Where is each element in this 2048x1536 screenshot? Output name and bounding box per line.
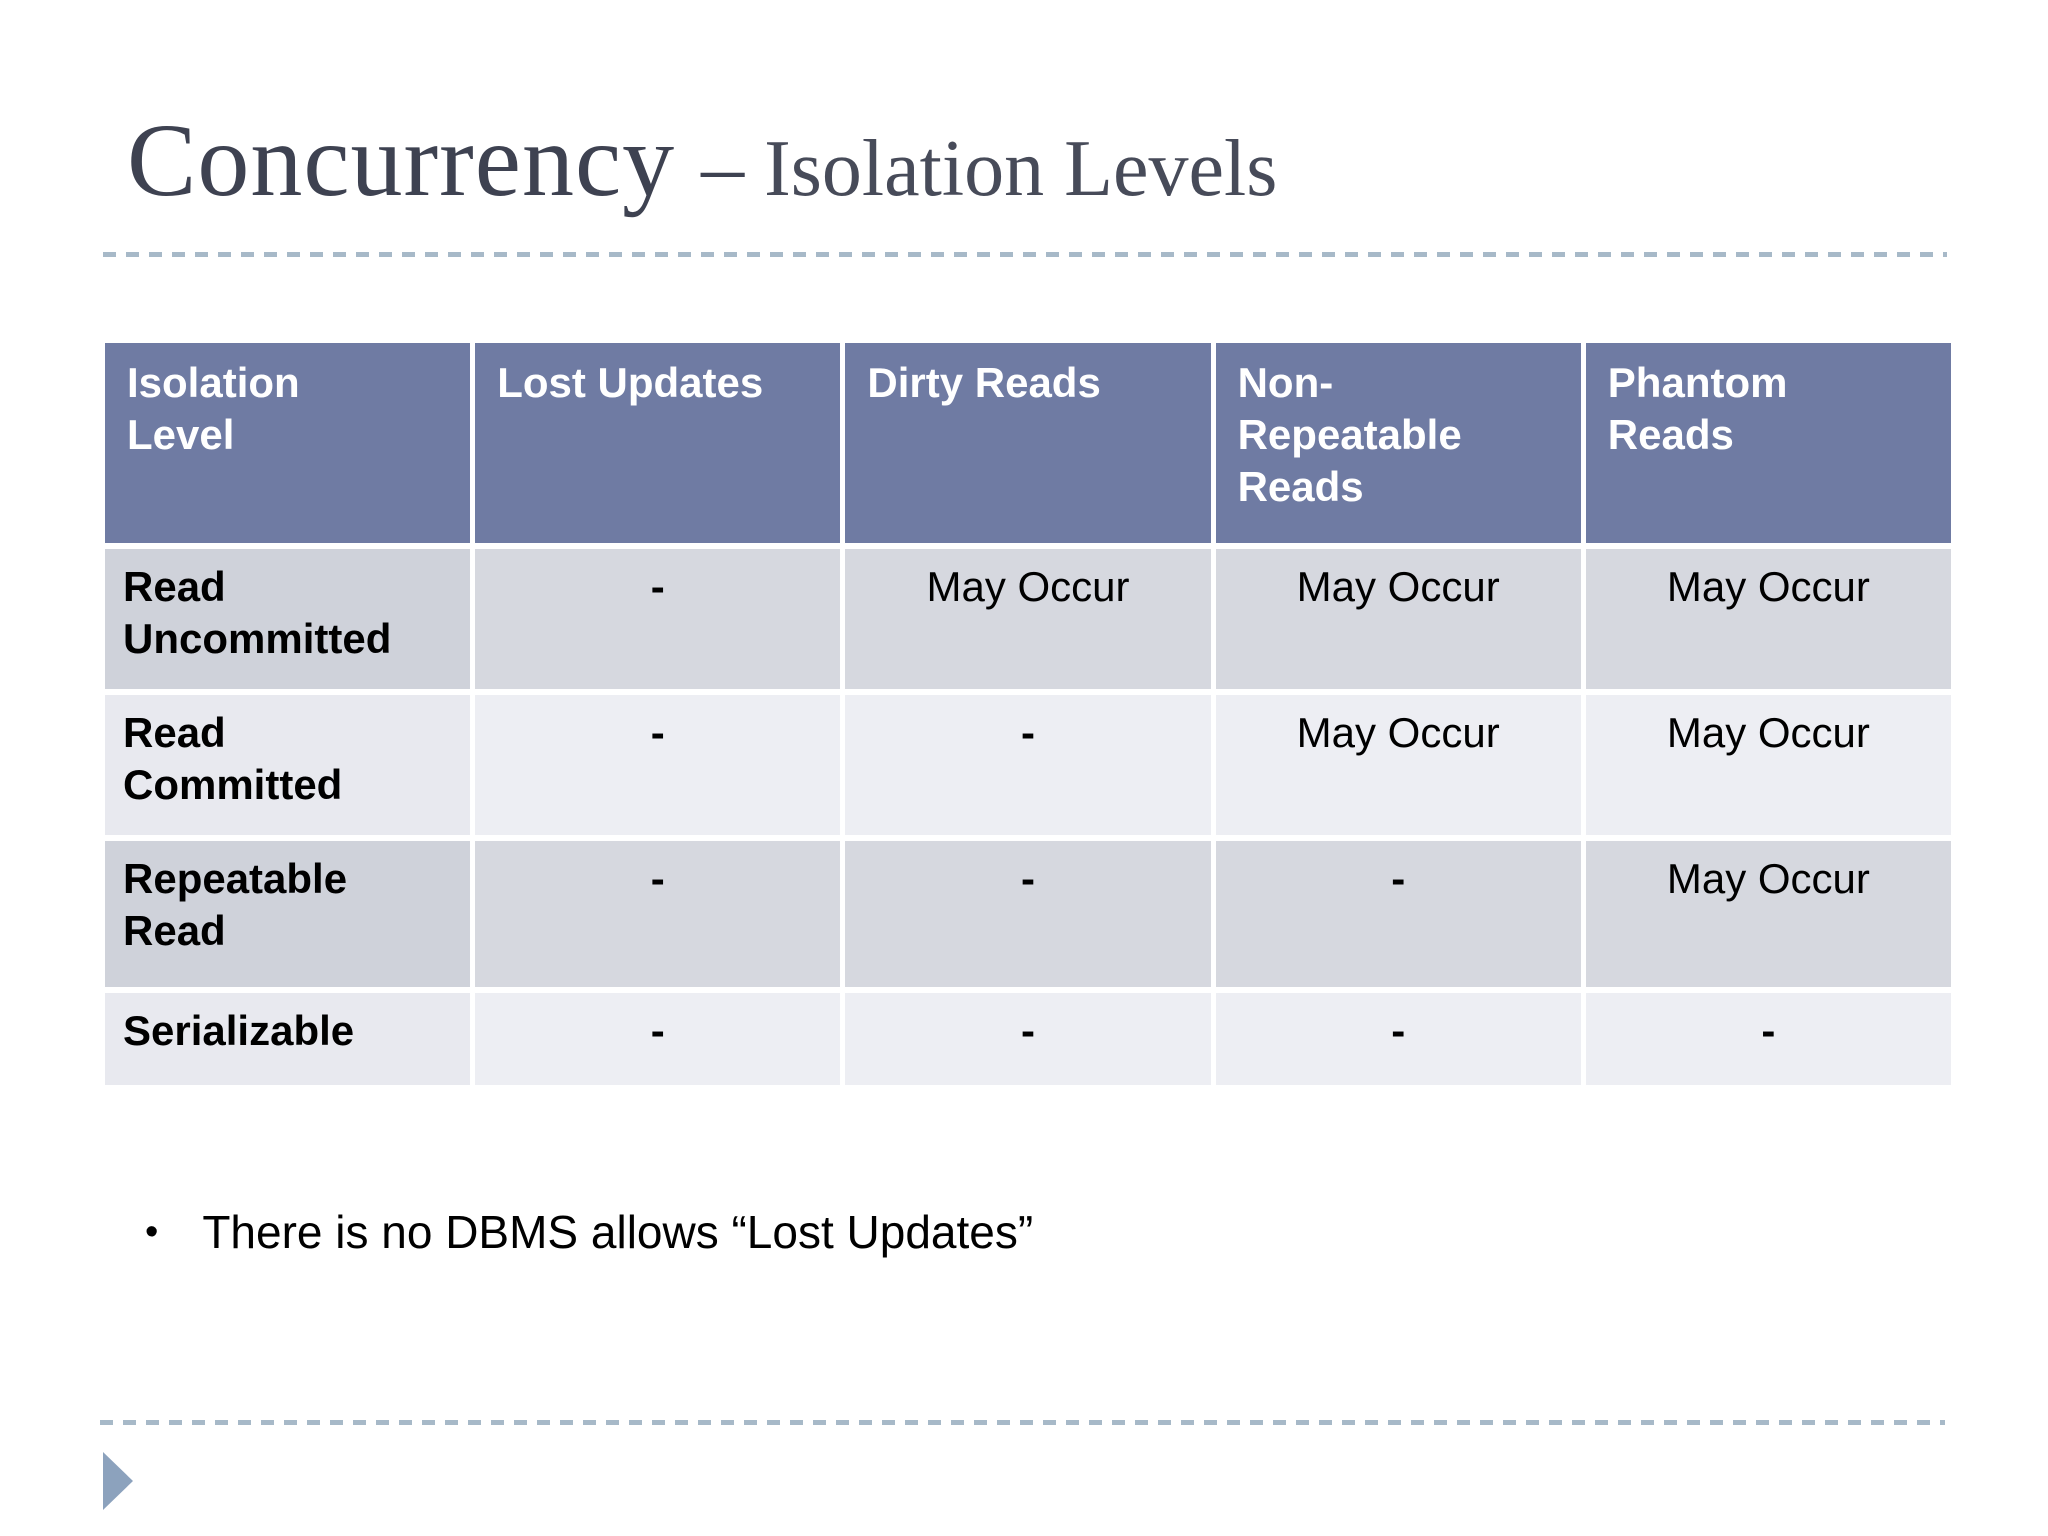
title-divider-dashed-rule (103, 252, 1947, 257)
table-cell: - (475, 549, 841, 689)
table-cell: May Occur (1585, 549, 1951, 689)
table-row-label: Serializable (105, 993, 471, 1085)
table-cell: May Occur (1215, 549, 1581, 689)
table-cell: May Occur (1215, 695, 1581, 835)
table-cell: - (475, 841, 841, 987)
slide-title-sub: Isolation Levels (764, 125, 1278, 213)
table-cell: - (1215, 993, 1581, 1085)
table-cell: May Occur (1585, 841, 1951, 987)
bullet-marker: • (145, 1211, 159, 1253)
slide-title-dash: – (701, 118, 745, 214)
table-header-cell: Isolation Level (105, 343, 471, 543)
table-header-cell: Lost Updates (475, 343, 841, 543)
footer-divider-dashed-rule (100, 1420, 1945, 1425)
slide-title: Concurrency – Isolation Levels (127, 96, 1277, 226)
table-header-cell: Dirty Reads (845, 343, 1211, 543)
table-cell: May Occur (1585, 695, 1951, 835)
slide-title-main: Concurrency (127, 103, 676, 218)
isolation-table: Isolation Level Lost Updates Dirty Reads No… (105, 343, 1951, 1085)
table-cell: May Occur (845, 549, 1211, 689)
slide-footer-arrow-icon (103, 1452, 133, 1510)
bullet-item: • There is no DBMS allows “Lost Updates” (145, 1205, 1033, 1259)
table-header-cell: Phantom Reads (1585, 343, 1951, 543)
table-row-label: Read Committed (105, 695, 471, 835)
table-cell: - (475, 993, 841, 1085)
table-cell: - (1585, 993, 1951, 1085)
table-header-cell: Non- Repeatable Reads (1215, 343, 1581, 543)
table-cell: - (845, 695, 1211, 835)
table-cell: - (1215, 841, 1581, 987)
table-cell: - (845, 841, 1211, 987)
table-row-label: Repeatable Read (105, 841, 471, 987)
table-cell: - (845, 993, 1211, 1085)
bullet-text: There is no DBMS allows “Lost Updates” (202, 1206, 1034, 1258)
table-row-label: Read Uncommitted (105, 549, 471, 689)
table-cell: - (475, 695, 841, 835)
